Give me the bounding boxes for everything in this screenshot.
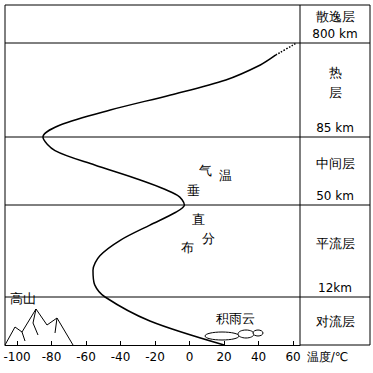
svg-text:-100: -100 [3,350,30,364]
svg-text:布: 布 [181,240,194,255]
svg-text:20: 20 [216,350,231,364]
svg-text:中间层: 中间层 [316,156,355,171]
svg-text:12km: 12km [318,281,352,295]
svg-text:直: 直 [192,212,205,227]
svg-text:散逸层: 散逸层 [316,9,355,24]
svg-text:40: 40 [251,350,266,364]
svg-text:-60: -60 [76,350,96,364]
svg-text:-20: -20 [145,350,165,364]
svg-text:平流层: 平流层 [316,236,355,251]
svg-text:积雨云: 积雨云 [216,311,255,326]
svg-text:垂: 垂 [187,183,200,198]
svg-text:0: 0 [186,350,194,364]
svg-text:800 km: 800 km [312,27,357,41]
svg-text:对流层: 对流层 [316,314,355,329]
svg-text:温度/℃: 温度/℃ [307,350,349,364]
svg-text:85 km: 85 km [316,121,354,135]
svg-text:温: 温 [219,168,232,183]
svg-text:高山: 高山 [10,291,36,306]
svg-text:热: 热 [329,65,342,80]
svg-text:气: 气 [199,163,212,178]
svg-text:60: 60 [285,350,300,364]
svg-text:-40: -40 [111,350,131,364]
svg-text:层: 层 [329,85,342,100]
svg-text:分: 分 [202,231,215,246]
svg-text:-80: -80 [42,350,62,364]
svg-text:50 km: 50 km [316,189,354,203]
